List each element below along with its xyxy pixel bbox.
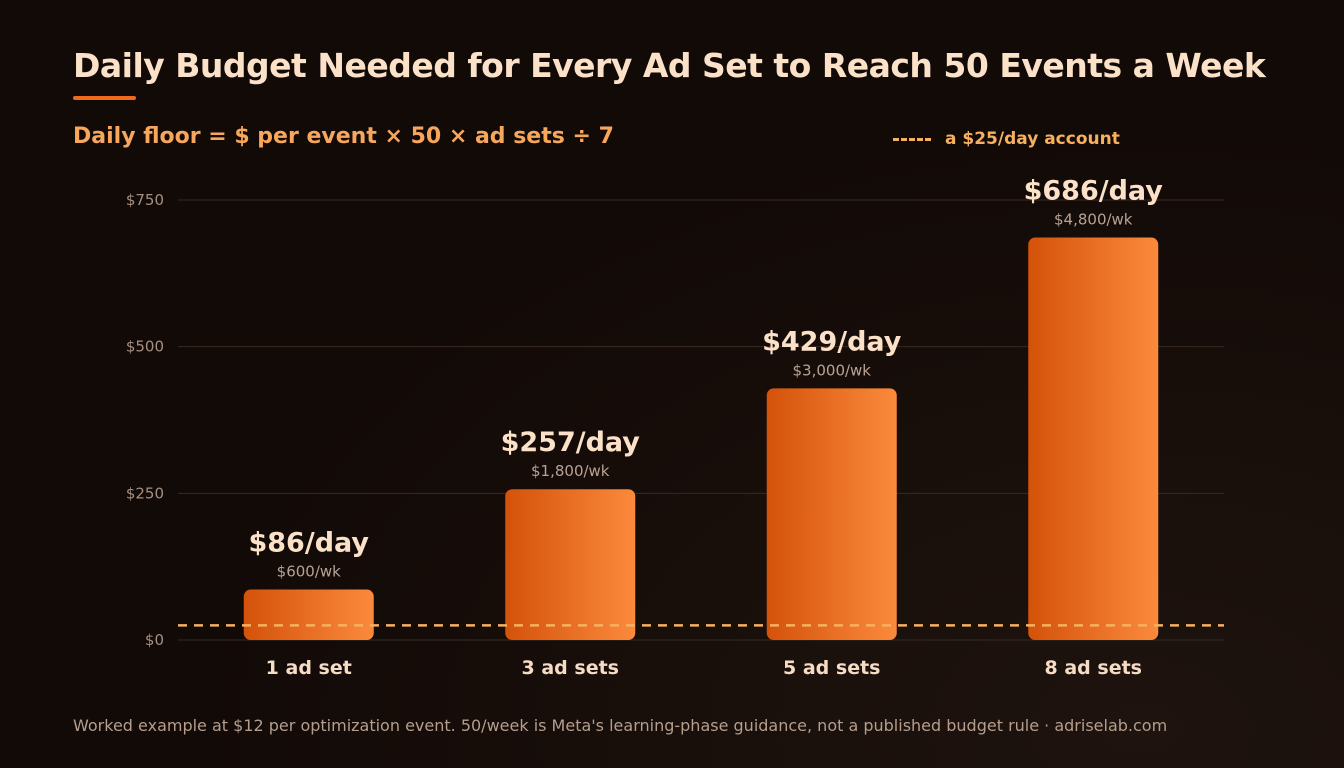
bar (505, 489, 636, 640)
y-axis: $0 $250 $500 $750 (126, 191, 164, 649)
bar-weekly-label: $4,800/wk (1054, 211, 1133, 229)
legend: a $25/day account (893, 129, 1120, 149)
y-tick-label: $250 (126, 484, 164, 502)
y-tick-label: $500 (126, 338, 164, 356)
bar (766, 388, 897, 640)
x-tick-label: 5 ad sets (783, 657, 880, 679)
bar-weekly-label: $600/wk (277, 563, 341, 581)
bar-weekly-label: $1,800/wk (531, 462, 610, 480)
y-tick-label: $750 (126, 191, 164, 209)
data-labels: $86/day $600/wk $257/day $1,800/wk $429/day $… (248, 176, 1163, 581)
bar-value-label: $86/day (248, 528, 369, 559)
legend-dashed-line-swatch (893, 137, 931, 141)
y-tick-label: $0 (145, 631, 164, 649)
legend-label: a $25/day account (945, 129, 1120, 149)
title-accent-bar (73, 96, 136, 100)
bar-chart: $0 $250 $500 $750 $86/day $600/wk $257/day $1,… (126, 176, 1224, 679)
x-tick-label: 1 ad set (266, 657, 352, 679)
bar-weekly-label: $3,000/wk (793, 361, 872, 379)
x-tick-label: 3 ad sets (522, 657, 619, 679)
bar-value-label: $429/day (762, 326, 902, 357)
bar-value-label: $686/day (1024, 176, 1164, 207)
bar-value-label: $257/day (501, 427, 641, 458)
x-tick-label: 8 ad sets (1045, 657, 1142, 679)
bars (243, 237, 1159, 640)
bar (243, 589, 374, 640)
footnote: Worked example at $12 per optimization e… (73, 716, 1168, 735)
chart-subtitle: Daily floor = $ per event × 50 × ad sets… (73, 124, 614, 149)
x-axis: 1 ad set 3 ad sets 5 ad sets 8 ad sets (266, 657, 1142, 679)
chart-title: Daily Budget Needed for Every Ad Set to … (73, 46, 1266, 85)
bar (1028, 237, 1159, 640)
